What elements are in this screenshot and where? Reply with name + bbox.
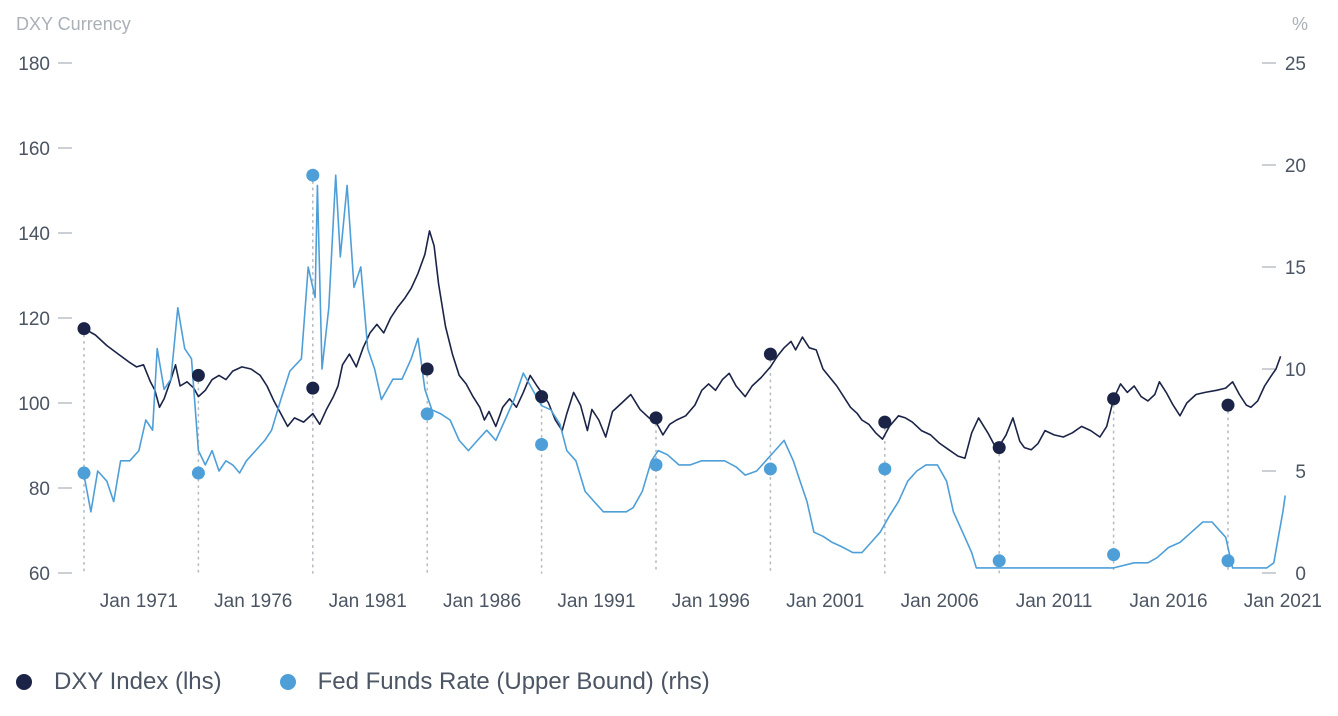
legend: DXY Index (lhs) Fed Funds Rate (Upper Bo… (16, 668, 768, 696)
left-tick-label: 60 (29, 564, 50, 585)
dxy-marker (535, 390, 549, 404)
dxy-line (83, 230, 1282, 460)
fed-funds-marker (77, 466, 91, 480)
left-axis-title: DXY Currency (16, 14, 131, 34)
legend-label-fed-funds: Fed Funds Rate (Upper Bound) (rhs) (317, 668, 710, 695)
fed-funds-line (83, 174, 1286, 569)
dxy-marker (878, 415, 892, 429)
legend-item-dxy[interactable]: DXY Index (lhs) (16, 668, 222, 696)
right-tick-label: 20 (1285, 156, 1306, 177)
dxy-marker (992, 441, 1006, 455)
left-tick-label: 120 (18, 309, 50, 330)
right-tick-label: 25 (1285, 54, 1306, 75)
x-tick-label: Jan 1971 (100, 591, 178, 612)
line-chart: 60 80 100 120 140 160 180 0 5 10 15 20 25 Jan 1971 Jan… (18, 54, 1322, 612)
fed-funds-marker (535, 437, 549, 451)
dxy-marker (1107, 392, 1121, 406)
x-tick-label: Jan 1996 (672, 591, 750, 612)
fed-funds-marker (191, 466, 205, 480)
fed-funds-marker (420, 407, 434, 421)
legend-item-fed-funds[interactable]: Fed Funds Rate (Upper Bound) (rhs) (279, 668, 710, 696)
right-tick-label: 15 (1285, 258, 1306, 279)
left-tick-label: 80 (29, 479, 50, 500)
dxy-marker (763, 347, 777, 361)
x-tick-label: Jan 2001 (786, 591, 864, 612)
x-tick-label: Jan 1976 (214, 591, 292, 612)
fed-funds-marker (878, 462, 892, 476)
fed-funds-marker (649, 458, 663, 472)
left-tick-label: 140 (18, 224, 50, 245)
fed-funds-marker (992, 554, 1006, 568)
left-tick-label: 180 (18, 54, 50, 75)
left-tick-label: 100 (18, 394, 50, 415)
legend-label-dxy: DXY Index (lhs) (54, 668, 222, 695)
right-axis-title: % (1291, 14, 1308, 34)
x-tick-label: Jan 2006 (901, 591, 979, 612)
x-tick-label: Jan 2016 (1129, 591, 1207, 612)
x-tick-label: Jan 2021 (1244, 591, 1322, 612)
x-tick-label: Jan 1991 (557, 591, 635, 612)
dxy-marker (649, 411, 663, 425)
legend-dot-fed-funds (279, 674, 296, 690)
dxy-marker (77, 322, 91, 336)
x-tick-label: Jan 1981 (329, 591, 407, 612)
x-tick-label: Jan 1986 (443, 591, 521, 612)
fed-funds-marker (763, 462, 777, 476)
right-tick-label: 10 (1285, 360, 1306, 381)
fed-funds-marker (306, 168, 320, 182)
right-tick-label: 0 (1295, 564, 1306, 585)
right-tick-label: 5 (1295, 462, 1306, 483)
dxy-marker (306, 381, 320, 395)
legend-dot-dxy (16, 674, 32, 690)
dxy-marker (1221, 398, 1235, 412)
x-tick-label: Jan 2011 (1016, 591, 1093, 612)
fed-funds-marker (1221, 554, 1235, 568)
dxy-marker (420, 362, 434, 376)
fed-funds-marker (1107, 548, 1121, 562)
dxy-marker (191, 368, 205, 382)
left-tick-label: 160 (18, 139, 50, 160)
